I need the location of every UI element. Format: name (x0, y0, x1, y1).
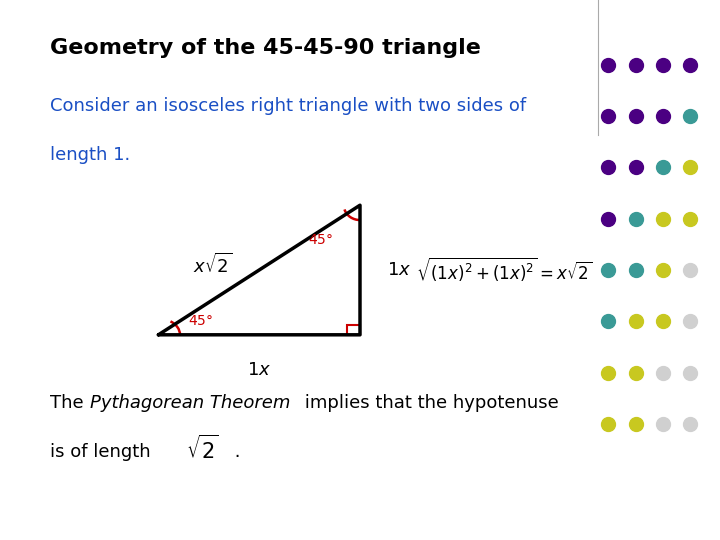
Point (630, 368, 642, 377)
Point (657, 317, 669, 326)
Text: Pythagorean Theorem: Pythagorean Theorem (90, 394, 290, 412)
Point (657, 112, 669, 120)
Text: The: The (50, 394, 90, 412)
Point (603, 266, 614, 274)
Point (657, 214, 669, 223)
Point (630, 163, 642, 172)
Point (603, 112, 614, 120)
Bar (347, 325, 360, 335)
Point (685, 60, 696, 69)
Text: $45°$: $45°$ (307, 233, 333, 247)
Point (630, 60, 642, 69)
Point (603, 317, 614, 326)
Text: $\sqrt{(1x)^2+(1x)^2}=x\sqrt{2}$: $\sqrt{(1x)^2+(1x)^2}=x\sqrt{2}$ (415, 256, 593, 284)
Text: is of length: is of length (50, 443, 151, 461)
Point (657, 420, 669, 428)
Point (603, 163, 614, 172)
Point (603, 368, 614, 377)
Point (685, 317, 696, 326)
Point (630, 266, 642, 274)
Text: .: . (229, 443, 240, 461)
Text: $45°$: $45°$ (187, 314, 213, 328)
Text: $x\sqrt{2}$: $x\sqrt{2}$ (193, 253, 232, 276)
Point (630, 317, 642, 326)
Text: implies that the hypotenuse: implies that the hypotenuse (299, 394, 559, 412)
Point (685, 368, 696, 377)
Point (685, 266, 696, 274)
Point (685, 112, 696, 120)
Point (685, 163, 696, 172)
Point (657, 163, 669, 172)
Point (603, 214, 614, 223)
Point (630, 214, 642, 223)
Point (657, 266, 669, 274)
Point (603, 60, 614, 69)
Point (630, 420, 642, 428)
Point (603, 420, 614, 428)
Text: $\sqrt{2}$: $\sqrt{2}$ (186, 435, 219, 463)
Point (630, 112, 642, 120)
Point (657, 368, 669, 377)
Text: Consider an isosceles right triangle with two sides of: Consider an isosceles right triangle wit… (50, 97, 526, 115)
Point (685, 420, 696, 428)
Text: length 1.: length 1. (50, 146, 130, 164)
Point (685, 214, 696, 223)
Text: $1x$: $1x$ (387, 261, 412, 279)
Point (657, 60, 669, 69)
Text: Geometry of the 45-45-90 triangle: Geometry of the 45-45-90 triangle (50, 38, 481, 58)
Text: $1x$: $1x$ (247, 361, 271, 379)
